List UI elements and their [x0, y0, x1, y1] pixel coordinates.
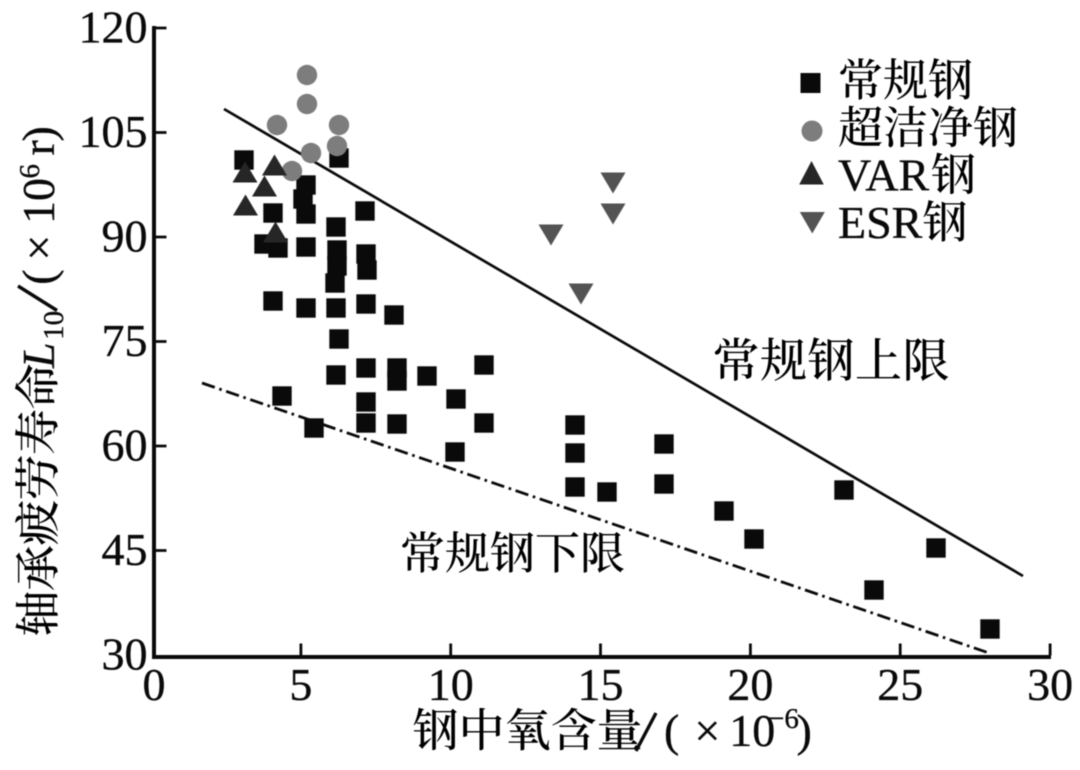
svg-text:ESR: ESR	[838, 197, 923, 248]
svg-text:75: 75	[102, 315, 148, 366]
svg-text:20: 20	[727, 659, 773, 710]
svg-text:L: L	[13, 342, 64, 369]
svg-text:25: 25	[877, 659, 923, 710]
svg-text:r: r	[13, 140, 64, 155]
svg-text:−6: −6	[768, 703, 799, 735]
svg-text:15: 15	[578, 659, 624, 710]
svg-text:105: 105	[79, 106, 148, 157]
svg-text:0: 0	[143, 659, 166, 710]
svg-text:5: 5	[289, 659, 312, 710]
svg-text:): )	[797, 705, 812, 756]
svg-text:30: 30	[1027, 659, 1073, 710]
svg-text:10: 10	[428, 659, 474, 710]
svg-text:10: 10	[13, 178, 64, 224]
svg-text:10: 10	[38, 311, 70, 340]
svg-text:60: 60	[102, 420, 148, 471]
svg-text:30: 30	[102, 629, 148, 680]
svg-text:VAR: VAR	[838, 150, 930, 201]
svg-text:(: (	[664, 705, 679, 756]
svg-text:6: 6	[14, 164, 46, 179]
svg-text:(: (	[13, 269, 64, 284]
svg-text:10: 10	[729, 705, 775, 756]
svg-text:): )	[13, 126, 64, 141]
svg-text:45: 45	[102, 524, 148, 575]
svg-text:90: 90	[102, 211, 148, 262]
svg-text:×: ×	[13, 235, 64, 261]
svg-text:120: 120	[79, 2, 148, 53]
svg-text:×: ×	[694, 705, 720, 756]
